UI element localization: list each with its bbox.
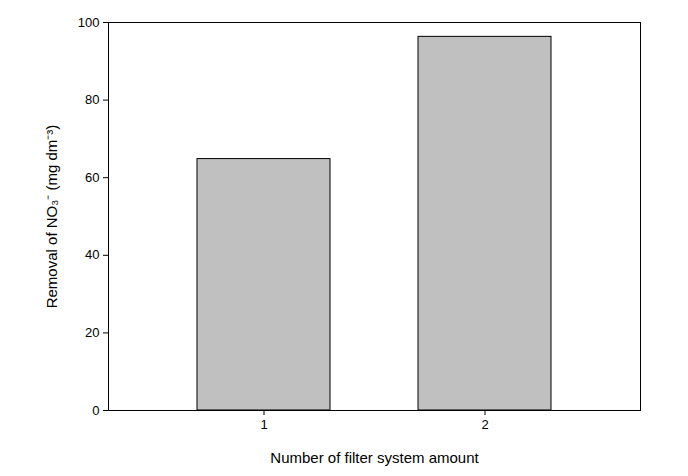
svg-text:0: 0 xyxy=(92,403,99,418)
svg-text:40: 40 xyxy=(85,247,99,262)
svg-text:100: 100 xyxy=(78,15,100,30)
svg-text:1: 1 xyxy=(260,417,267,432)
svg-text:Number of filter system amount: Number of filter system amount xyxy=(270,449,479,466)
svg-text:80: 80 xyxy=(85,92,99,107)
svg-text:20: 20 xyxy=(85,325,99,340)
svg-text:60: 60 xyxy=(85,170,99,185)
svg-text:2: 2 xyxy=(481,417,488,432)
svg-text:Removal of NO₃⁻ (mg dm⁻³): Removal of NO₃⁻ (mg dm⁻³) xyxy=(43,125,60,309)
